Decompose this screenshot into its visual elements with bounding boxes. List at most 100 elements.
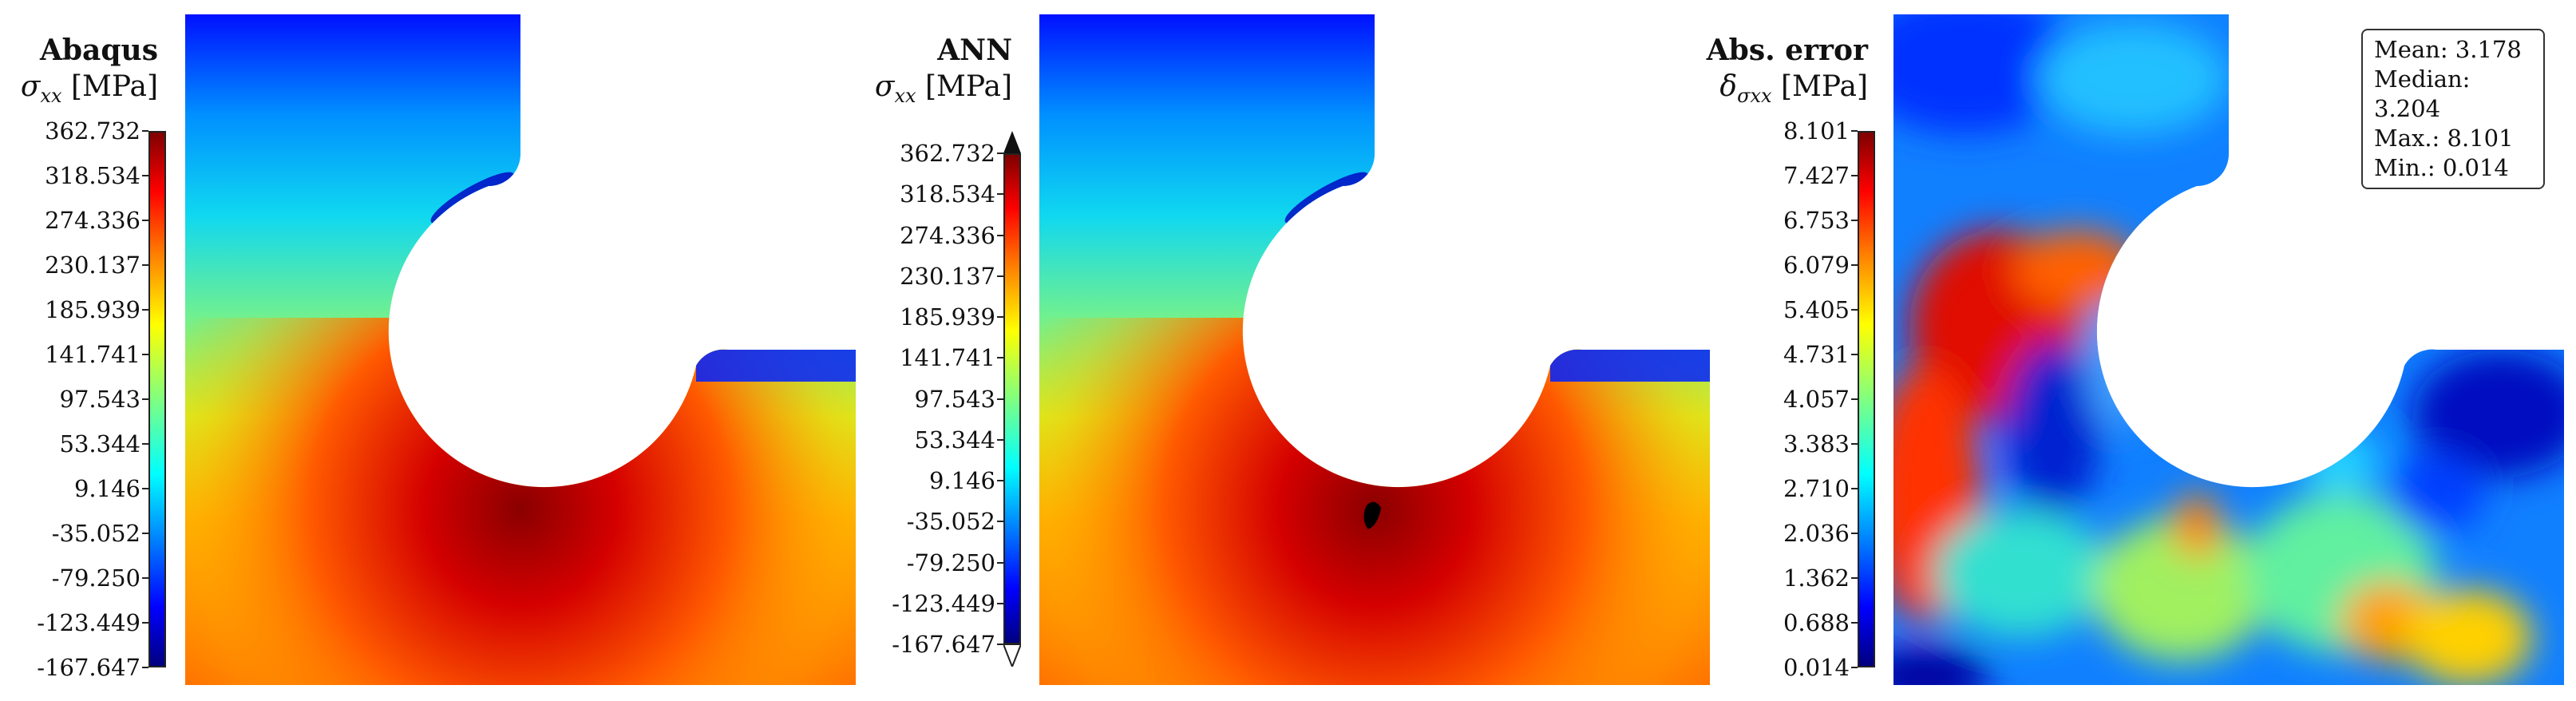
colorbar-tick: [1851, 398, 1858, 400]
stats-box: Mean: 3.178 Median: 3.204 Max.: 8.101 Mi…: [2361, 29, 2545, 189]
colorbar-tick: [997, 234, 1003, 236]
colorbar: [148, 131, 166, 667]
colorbar-tick-label: 2.036: [1783, 520, 1850, 547]
colorbar-tick: [142, 443, 148, 445]
colorbar-tick-label: 0.688: [1783, 609, 1850, 636]
colorbar-tick-label: -167.647: [892, 631, 995, 658]
colorbar-tick-label: -123.449: [892, 589, 995, 617]
colorbar-tick-label: -35.052: [51, 520, 140, 547]
colorbar-tick: [142, 175, 148, 176]
colorbar-tick-label: 3.383: [1783, 430, 1850, 457]
error-field: [1893, 14, 2564, 685]
colorbar-tick-label: 97.543: [59, 386, 140, 413]
colorbar-tick: [1851, 354, 1858, 355]
quantity-symbol: δ: [1719, 70, 1738, 103]
colorbar-tick-label: 4.057: [1783, 386, 1850, 413]
colorbar-tick-label: 9.146: [73, 475, 140, 502]
colorbar-tick-label: 4.731: [1783, 341, 1850, 368]
colorbar-tick: [997, 602, 1003, 604]
colorbar-tick: [997, 480, 1003, 481]
colorbar-tick-label: 362.732: [900, 140, 995, 167]
colorbar-tick: [142, 533, 148, 534]
colorbar-tick: [997, 644, 1003, 645]
colorbar-tick: [997, 521, 1003, 523]
colorbar-tick-label: -79.250: [51, 564, 140, 592]
colorbar-tick-label: 362.732: [45, 117, 140, 145]
colorbar-tick-label: 274.336: [45, 207, 140, 234]
colorbar-tick: [1851, 488, 1858, 489]
colorbar-tick-label: 0.014: [1783, 654, 1850, 681]
stats-median: Median: 3.204: [2374, 65, 2471, 122]
colorbar-tick-label: 53.344: [914, 426, 995, 453]
colorbar-tick: [1851, 130, 1858, 132]
colorbar-tick-label: 230.137: [900, 262, 995, 290]
colorbar-tick: [1851, 443, 1858, 445]
colorbar-tick-label: 1.362: [1783, 564, 1850, 592]
colorbar-tick: [1851, 622, 1858, 624]
colorbar-tick: [997, 398, 1003, 400]
colorbar-tick: [997, 193, 1003, 196]
colorbar-tick: [997, 357, 1003, 359]
colorbar-tick: [1851, 175, 1858, 176]
colorbar-tick: [142, 667, 148, 668]
stress-field-ann: [1039, 14, 1710, 685]
colorbar-tick-label: 185.939: [900, 303, 995, 331]
colorbar-tick: [997, 316, 1003, 318]
colorbar-extend-bottom: [1003, 644, 1021, 667]
colorbar-tick: [142, 398, 148, 400]
stats-min: Min.: 0.014: [2374, 154, 2509, 181]
quantity-unit: [MPa]: [70, 70, 158, 103]
colorbar-tick-label: 5.405: [1783, 296, 1850, 323]
colorbar-tick-label: 6.753: [1783, 207, 1850, 234]
colorbar-tick-label: 6.079: [1783, 251, 1850, 279]
colorbar-tick-label: 7.427: [1783, 162, 1850, 189]
colorbar-tick-label: 185.939: [45, 296, 140, 323]
quantity-symbol: σ: [20, 70, 41, 103]
colorbar-tick-label: 9.146: [928, 467, 995, 494]
colorbar-tick-label: 2.710: [1783, 475, 1850, 502]
colorbar-tick: [142, 220, 148, 221]
colorbar-tick-label: 274.336: [900, 221, 995, 249]
colorbar-tick: [142, 622, 148, 624]
colorbar-extend-top: [1003, 131, 1021, 153]
colorbar-tick: [1851, 309, 1858, 311]
colorbar-tick-label: 318.534: [45, 162, 140, 189]
quantity-unit: [MPa]: [1780, 70, 1868, 103]
colorbar: [1003, 153, 1021, 644]
colorbar-tick-label: 8.101: [1783, 117, 1850, 145]
panel-quantity-label: σxx [MPa]: [8, 70, 158, 109]
colorbar-tick: [1851, 264, 1858, 266]
colorbar-tick-label: 230.137: [45, 251, 140, 279]
colorbar-tick: [142, 264, 148, 266]
colorbar-tick-label: -35.052: [906, 508, 995, 536]
colorbar-tick: [997, 438, 1003, 441]
colorbar-tick: [142, 488, 148, 489]
colorbar-tick: [142, 577, 148, 579]
colorbar-tick: [1851, 220, 1858, 221]
colorbar-tick-label: -167.647: [37, 654, 140, 681]
colorbar-tick-label: -79.250: [906, 549, 995, 576]
stress-field-abaqus: [185, 14, 856, 685]
colorbar: [1858, 131, 1875, 667]
quantity-symbol: σ: [874, 70, 895, 103]
colorbar-tick: [997, 275, 1003, 277]
colorbar-tick-label: -123.449: [37, 609, 140, 636]
panel-quantity-label: δσxx [MPa]: [1676, 70, 1868, 109]
colorbar-tick-label: 318.534: [900, 180, 995, 208]
panel-title: ANN: [937, 34, 1012, 67]
colorbar-tick-label: 97.543: [914, 385, 995, 413]
colorbar-tick: [142, 354, 148, 355]
colorbar-tick: [1851, 577, 1858, 579]
colorbar-tick: [142, 130, 148, 132]
colorbar-tick-label: 141.741: [45, 341, 140, 368]
colorbar-tick: [1851, 667, 1858, 668]
quantity-subscript: xx: [40, 85, 62, 108]
quantity-unit: [MPa]: [924, 70, 1012, 103]
colorbar-tick: [142, 309, 148, 311]
panel-title: Abs. error: [1706, 34, 1868, 67]
stats-mean: Mean: 3.178: [2374, 36, 2522, 63]
panel-title: Abaqus: [39, 34, 158, 67]
colorbar-tick-label: 141.741: [900, 344, 995, 372]
stats-max: Max.: 8.101: [2374, 125, 2514, 152]
colorbar-tick-label: 53.344: [59, 430, 140, 457]
